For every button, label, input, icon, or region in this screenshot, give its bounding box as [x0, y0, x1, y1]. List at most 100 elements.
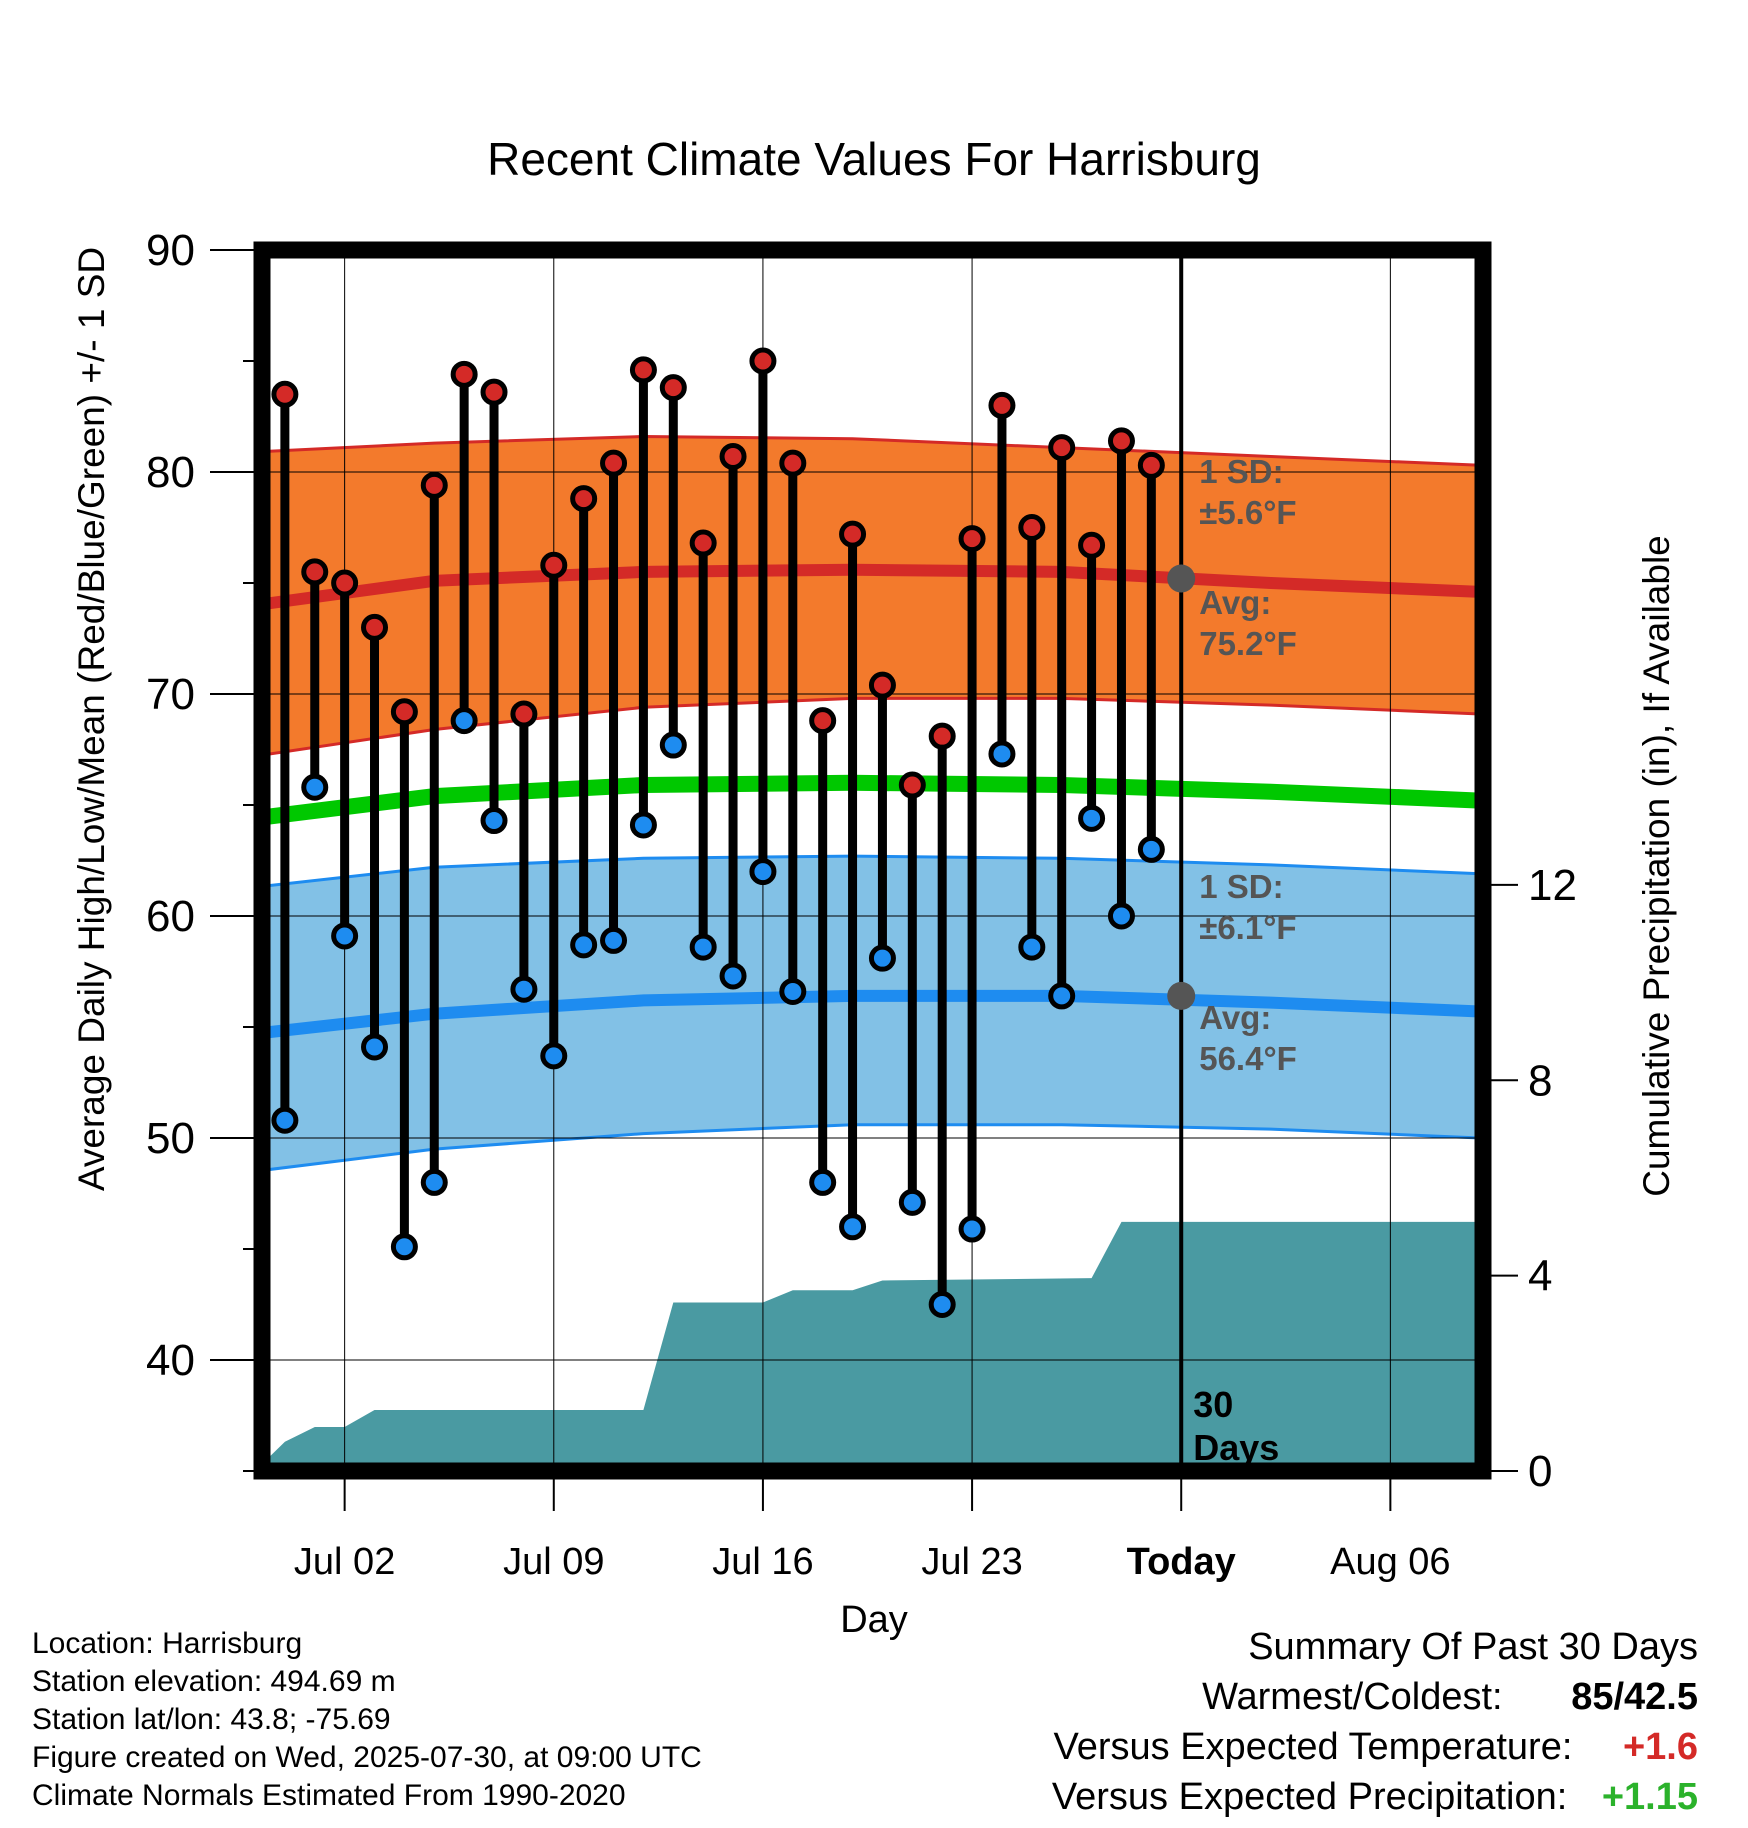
high-point	[839, 520, 867, 548]
high-point	[988, 391, 1016, 419]
high-point	[1078, 531, 1106, 559]
high-sd-upper-line	[262, 434, 1481, 467]
low-point	[420, 1168, 448, 1196]
low-point	[659, 731, 687, 759]
location-text: Location: Harrisburg	[32, 1627, 303, 1660]
high-avg-point	[1167, 564, 1196, 593]
y-right-tick-label: 0	[1528, 1447, 1552, 1496]
low-point	[1048, 982, 1076, 1010]
x-axis-label: Day	[840, 1599, 908, 1641]
y-tick-label: 80	[146, 448, 195, 497]
low-point	[1107, 902, 1135, 930]
low-avg-point	[1167, 981, 1196, 1010]
high-point	[719, 442, 747, 470]
high-point	[1107, 427, 1135, 455]
high-point	[928, 722, 956, 750]
low-point	[390, 1233, 418, 1261]
low-point	[749, 858, 777, 886]
high-sd-label: 1 SD:	[1199, 453, 1283, 490]
warmest-value: 85	[1571, 1676, 1614, 1718]
low-point	[301, 773, 329, 801]
high-point	[809, 707, 837, 735]
y-tick-label: 60	[146, 892, 195, 941]
high-point	[271, 380, 299, 408]
created-text: Figure created on Wed, 2025-07-30, at 09…	[32, 1741, 702, 1774]
y-tick-label: 40	[146, 1336, 195, 1385]
low-point	[361, 1033, 389, 1061]
high-point	[1018, 514, 1046, 541]
summary-temperature: Versus Expected Temperature: +1.6	[1052, 1722, 1698, 1772]
high-sd-value-label: ±5.6°F	[1199, 494, 1296, 531]
temp-value: +1.6	[1622, 1726, 1698, 1768]
high-point	[420, 471, 448, 499]
low-point	[510, 975, 538, 1003]
high-point	[898, 771, 926, 799]
y-tick-label: 70	[146, 670, 195, 719]
y-axis-label: Average Daily High/Low/Mean (Red/Blue/Gr…	[71, 247, 112, 1191]
high-point	[659, 374, 687, 402]
y-tick-label: 50	[146, 1114, 195, 1163]
low-avg-value-label: 56.4°F	[1199, 1040, 1297, 1077]
high-point	[749, 347, 777, 375]
low-point	[570, 931, 598, 959]
high-point	[600, 449, 628, 477]
high-point	[480, 378, 508, 406]
low-point	[779, 977, 807, 1005]
precip-value: +1.15	[1601, 1776, 1698, 1818]
y-right-tick-label: 4	[1528, 1252, 1552, 1301]
low-sd-value-label: ±6.1°F	[1199, 909, 1296, 946]
high-point	[331, 569, 359, 597]
summary-title: Summary Of Past 30 Days	[1248, 1626, 1698, 1668]
low-point	[1018, 933, 1046, 961]
low-point	[331, 922, 359, 950]
x-tick-label: Jul 16	[712, 1541, 813, 1583]
summary-extremes: Warmest/Coldest: 85/42.5	[1052, 1672, 1698, 1722]
high-point	[570, 485, 598, 513]
y-right-tick-label: 8	[1528, 1056, 1552, 1105]
precip-area	[262, 1221, 1480, 1471]
elevation-text: Station elevation: 494.69 m	[32, 1665, 396, 1698]
high-avg-value-label: 75.2°F	[1199, 625, 1297, 662]
low-point	[719, 962, 747, 990]
high-point	[361, 613, 389, 641]
low-avg-label: Avg:	[1199, 999, 1271, 1036]
high-point	[868, 671, 896, 699]
x-tick-label: Aug 06	[1330, 1541, 1450, 1583]
high-point	[1137, 451, 1165, 479]
low-point	[988, 740, 1016, 768]
plot-content	[262, 250, 1483, 1471]
low-sd-band	[262, 856, 1480, 1171]
normals-text: Climate Normals Estimated From 1990-2020	[32, 1779, 626, 1812]
high-point	[510, 700, 538, 728]
low-point	[958, 1215, 986, 1243]
low-point	[689, 933, 717, 961]
high-point	[1048, 434, 1076, 462]
low-point	[271, 1106, 299, 1134]
latlon-text: Station lat/lon: 43.8; -75.69	[32, 1703, 391, 1736]
high-point	[540, 551, 568, 579]
summary-panel: Summary Of Past 30 Days Warmest/Coldest:…	[1052, 1622, 1698, 1822]
high-point	[958, 525, 986, 553]
plot-frame	[253, 241, 1492, 1480]
low-point	[540, 1042, 568, 1070]
low-point	[839, 1213, 867, 1241]
high-point	[301, 558, 329, 586]
low-point	[928, 1291, 956, 1318]
high-point	[450, 360, 478, 388]
x-tick-label: Today	[1127, 1541, 1236, 1583]
x-tick-label: Jul 09	[503, 1541, 604, 1583]
y-right-tick-label: 12	[1528, 861, 1577, 910]
temp-label: Versus Expected Temperature:	[1053, 1726, 1573, 1768]
low-point	[1078, 804, 1106, 832]
period-unit-label: Days	[1193, 1427, 1279, 1468]
plot-area: 1 SD: ±5.6°F Avg: 75.2°F 1 SD: ±6.1°F Avg: 56.4…	[146, 226, 1577, 1583]
extremes-label: Warmest/Coldest:	[1202, 1676, 1503, 1718]
low-point	[480, 807, 508, 835]
low-point	[450, 707, 478, 735]
coldest-value: 42.5	[1624, 1676, 1698, 1718]
low-point	[1137, 835, 1165, 863]
high-point	[390, 698, 418, 726]
low-point	[868, 944, 896, 972]
low-point	[809, 1168, 837, 1196]
